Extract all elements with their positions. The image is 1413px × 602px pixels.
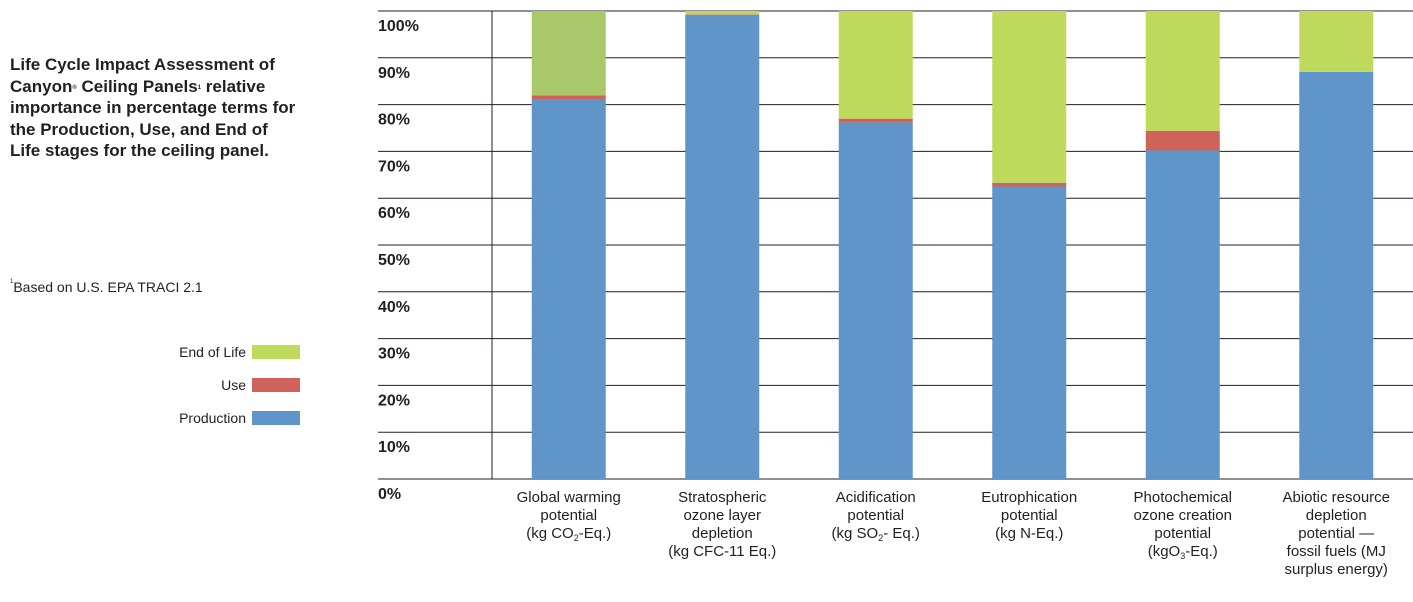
- legend: End of Life Use Production: [130, 344, 300, 443]
- y-tick-label: 20%: [378, 392, 410, 409]
- y-tick-label: 70%: [378, 158, 410, 175]
- legend-swatch-end-of-life: [252, 345, 300, 359]
- bar-production: [1145, 150, 1220, 480]
- title-text-1: Life Cycle Impact Assessment of Canyon: [10, 55, 275, 96]
- bar-use: [838, 118, 913, 123]
- legend-item-use: Use: [130, 377, 300, 393]
- x-tick-label: Abiotic resource depletion potential — foss…: [1282, 489, 1390, 578]
- y-tick-label: 40%: [378, 299, 410, 316]
- x-tick-label: Global warming potential (kg CO2-Eq.): [517, 489, 621, 543]
- bar-production: [531, 99, 606, 480]
- x-tick-label: Eutrophication potential (kg N-Eq.): [981, 489, 1077, 542]
- y-tick-label: 80%: [378, 112, 410, 129]
- bar-production: [685, 14, 760, 480]
- bar-use: [1145, 130, 1220, 151]
- x-tick-label: Photochemical ozone creation potential (kgO…: [1134, 489, 1232, 561]
- legend-item-end-of-life: End of Life: [130, 344, 300, 360]
- bar-use: [992, 182, 1067, 187]
- legend-swatch-use: [252, 378, 300, 392]
- registered-mark: ®: [72, 84, 77, 91]
- y-tick-label: 0%: [378, 486, 401, 503]
- bar-end-of-life: [1145, 11, 1220, 131]
- footnote-marker-title: 1: [197, 84, 202, 91]
- y-tick-label: 60%: [378, 205, 410, 222]
- legend-label-production: Production: [179, 410, 246, 426]
- bar-end-of-life: [685, 11, 760, 15]
- bar-production: [1299, 71, 1374, 479]
- y-tick-label: 100%: [378, 18, 419, 35]
- legend-swatch-production: [252, 411, 300, 425]
- bar-use: [531, 95, 606, 100]
- bar-end-of-life: [531, 11, 606, 96]
- y-tick-label: 90%: [378, 65, 410, 82]
- footnote: 1Based on U.S. EPA TRACI 2.1: [10, 279, 203, 295]
- y-tick-label: 10%: [378, 439, 410, 456]
- legend-label-use: Use: [221, 377, 246, 393]
- bar-end-of-life: [1299, 11, 1374, 72]
- legend-label-end-of-life: End of Life: [179, 344, 246, 360]
- y-tick-label: 50%: [378, 252, 410, 269]
- bar-end-of-life: [992, 11, 1067, 183]
- footnote-marker: 1: [10, 279, 14, 285]
- legend-item-production: Production: [130, 410, 300, 426]
- title-text-2: Ceiling Panels: [76, 76, 198, 96]
- bar-production: [992, 186, 1067, 479]
- footnote-text: Based on U.S. EPA TRACI 2.1: [13, 279, 203, 295]
- bar-production: [838, 122, 913, 479]
- x-tick-label: Acidification potential (kg SO2- Eq.): [832, 489, 920, 543]
- title-text-3: relative importance in percentage terms …: [10, 76, 296, 161]
- bar-end-of-life: [838, 11, 913, 119]
- x-tick-label: Stratospheric ozone layer depletion (kg CFC…: [668, 489, 776, 560]
- chart-title: Life Cycle Impact Assessment of Canyon® …: [10, 54, 300, 162]
- y-tick-label: 30%: [378, 346, 410, 363]
